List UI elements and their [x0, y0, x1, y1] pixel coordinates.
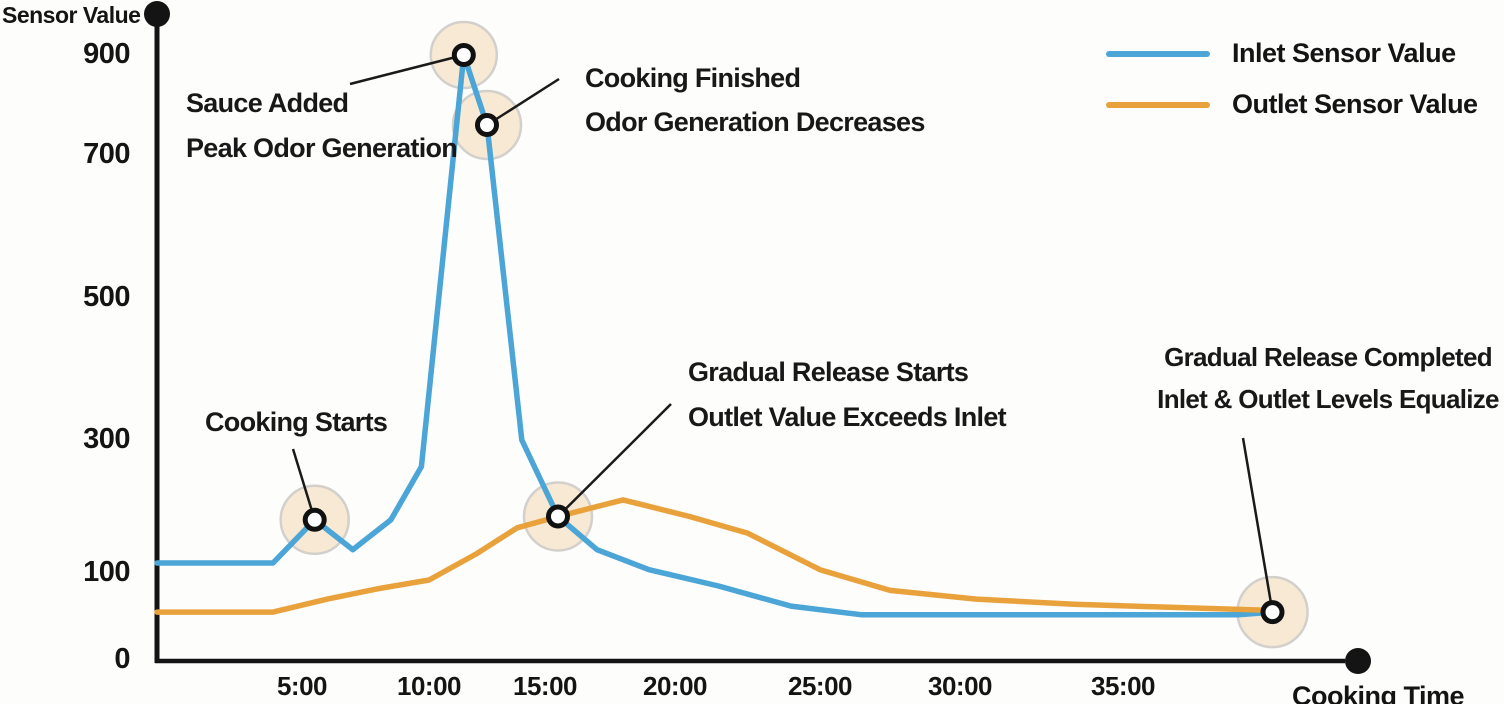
marker-gradual-release-completed	[1260, 600, 1285, 625]
x-tick-20: 20:00	[643, 671, 708, 701]
leader-lines	[291, 53, 1274, 613]
legend-label-inlet: Inlet Sensor Value	[1232, 38, 1456, 68]
marker-sauce-added	[451, 43, 476, 67]
annotation-line: Gradual Release Completed	[1164, 342, 1493, 372]
y-tick-0: 0	[114, 643, 130, 675]
leader-cooking-finished	[486, 77, 560, 127]
y-tick-900: 900	[83, 38, 130, 70]
annotation-line: Peak Odor Generation	[186, 133, 458, 163]
annotation-cooking-starts: Cooking Starts	[205, 400, 388, 445]
annotation-line: Inlet & Outlet Levels Equalize	[1157, 384, 1499, 414]
chart-legend: Inlet Sensor Value Outlet Sensor Value	[1106, 28, 1478, 130]
outlet-sensor-line	[154, 497, 1276, 615]
annotation-gradual-release-starts: Gradual Release Starts Outlet Value Exce…	[688, 350, 1007, 440]
x-tick-15: 15:00	[513, 671, 578, 701]
annotation-line: Sauce Added	[186, 88, 349, 118]
axes	[144, 1, 1371, 674]
inlet-line-swatch	[1106, 50, 1210, 57]
event-markers	[302, 43, 1285, 625]
x-tick-5: 5:00	[276, 671, 328, 701]
marker-gradual-release-starts	[546, 504, 570, 529]
marker-cooking-starts	[302, 507, 327, 532]
y-tick-100: 100	[83, 556, 130, 588]
x-axis-title: Cooking Time	[1292, 681, 1465, 704]
y-axis-title: Sensor Value	[2, 2, 141, 28]
y-tick-500: 500	[83, 281, 130, 313]
marker-cooking-finished	[475, 113, 499, 137]
annotation-line: Odor Generation Decreases	[585, 107, 925, 137]
annotation-line: Cooking Starts	[205, 407, 388, 437]
legend-item-outlet: Outlet Sensor Value	[1106, 79, 1478, 130]
leader-cooking-starts	[291, 448, 316, 521]
leader-gradual-release-completed	[1241, 437, 1274, 613]
y-tick-300: 300	[83, 423, 130, 455]
annotation-line: Outlet Value Exceeds Inlet	[688, 402, 1007, 432]
annotation-gradual-release-completed: Gradual Release Completed Inlet & Outlet…	[1140, 336, 1504, 420]
annotation-line: Gradual Release Starts	[688, 357, 969, 387]
x-axis-end-dot	[1345, 648, 1371, 674]
x-tick-25: 25:00	[788, 671, 853, 701]
leader-gradual-release-starts	[557, 403, 672, 518]
x-tick-35: 35:00	[1091, 671, 1156, 701]
y-tick-700: 700	[83, 138, 130, 170]
outlet-line-swatch	[1106, 101, 1210, 108]
x-tick-30: 30:00	[928, 671, 993, 701]
annotation-sauce-added: Sauce Added Peak Odor Generation	[186, 81, 458, 171]
legend-item-inlet: Inlet Sensor Value	[1106, 28, 1478, 79]
inlet-sensor-line	[154, 52, 1276, 618]
x-tick-10: 10:00	[397, 671, 462, 701]
annotation-cooking-finished: Cooking Finished Odor Generation Decreas…	[585, 56, 925, 144]
legend-label-outlet: Outlet Sensor Value	[1232, 89, 1478, 119]
annotation-line: Cooking Finished	[585, 63, 801, 93]
leader-sauce-added	[349, 53, 465, 86]
y-axis-end-dot	[144, 1, 170, 27]
